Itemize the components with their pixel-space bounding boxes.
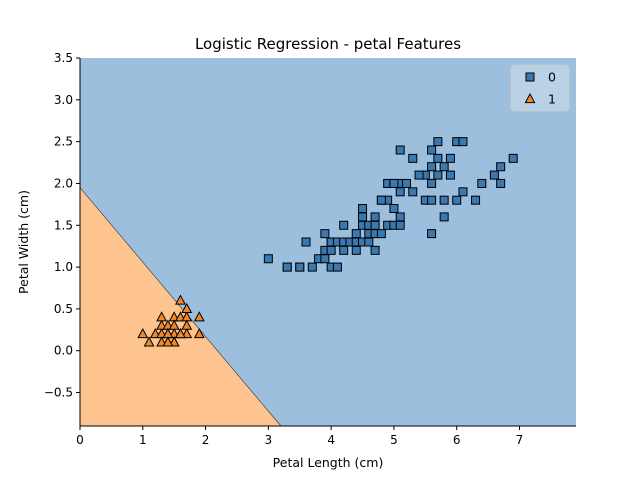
data-point [143,336,155,347]
data-point [307,262,317,272]
data-point [320,229,330,239]
x-tick-label: 1 [139,433,147,447]
data-point [433,137,443,147]
plot-area [79,58,576,427]
data-point [332,262,342,272]
data-point [496,162,506,172]
data-point [358,212,368,222]
x-tick-label: 0 [76,433,84,447]
data-point [508,153,518,163]
data-point [181,302,193,314]
data-point [414,170,424,180]
data-point [427,162,437,172]
data-point [339,245,349,255]
legend-marker [525,72,535,82]
data-point [445,170,455,180]
y-tick-label: 0.5 [54,302,73,316]
data-point [489,170,499,180]
x-tick-label: 4 [327,433,335,447]
x-tick-label: 2 [202,433,210,447]
data-point [458,187,468,197]
data-point [137,327,149,339]
y-tick-label: 3.0 [54,93,73,107]
y-tick-label: 3.5 [54,51,73,65]
data-point [389,204,399,214]
legend-marker [524,92,536,104]
data-point [364,237,374,247]
legend-box [510,64,570,112]
data-point [181,319,193,330]
data-point [376,229,386,239]
data-point [326,245,336,255]
x-tick-label: 5 [390,433,398,447]
data-point [433,153,443,163]
x-tick-label: 7 [516,433,524,447]
data-point [370,212,380,222]
data-point [370,245,380,255]
data-point [427,229,437,239]
y-tick-label: −0.5 [44,386,73,400]
data-point [395,187,405,197]
data-point [433,170,443,180]
data-point [427,145,437,155]
data-point [395,220,405,230]
data-point [351,245,361,255]
data-point [370,220,380,230]
legend-label: 1 [548,92,556,107]
x-tick-label: 3 [265,433,273,447]
data-point [395,212,405,222]
data-point [427,195,437,205]
data-point [471,195,481,205]
x-tick-label: 6 [453,433,461,447]
data-point [193,327,205,339]
chart-title: Logistic Regression - petal Features [195,35,461,53]
legend: 01 [510,64,570,112]
y-tick-label: 0.0 [54,344,73,358]
y-axis-label: Petal Width (cm) [16,190,31,294]
data-point [408,153,418,163]
data-point [439,212,449,222]
data-point [168,319,180,330]
y-tick-label: 2.0 [54,176,73,190]
data-point [162,336,174,347]
data-point [439,195,449,205]
decision-boundary [79,187,282,427]
data-point [408,187,418,197]
x-axis-label: Petal Length (cm) [273,455,384,470]
data-point [351,229,361,239]
y-tick-label: 1.5 [54,218,73,232]
axes: 0 1 2 3 4 5 6 7−0.50.00.51.01.52.02.53.03.5 [44,51,576,447]
data-point [295,262,305,272]
data-point [263,254,273,264]
data-point [175,327,186,339]
data-point [401,178,411,188]
data-point [282,262,292,272]
data-point [395,145,405,155]
data-point [477,178,487,188]
data-point [339,220,349,230]
data-point [445,153,455,163]
data-point [427,178,437,188]
data-point [193,311,205,322]
data-point [439,162,449,172]
y-tick-label: 1.0 [54,260,73,274]
data-point [156,311,168,322]
series-0 [263,137,518,272]
data-point [358,204,368,214]
series-1 [137,294,205,347]
data-point [301,237,311,247]
data-point [496,178,506,188]
data-point [175,294,186,305]
data-point [452,195,462,205]
data-point [376,195,386,205]
data-point [320,254,330,264]
data-point [458,137,468,147]
data-point [389,178,399,188]
y-tick-label: 2.5 [54,135,73,149]
legend-label: 0 [548,70,556,85]
